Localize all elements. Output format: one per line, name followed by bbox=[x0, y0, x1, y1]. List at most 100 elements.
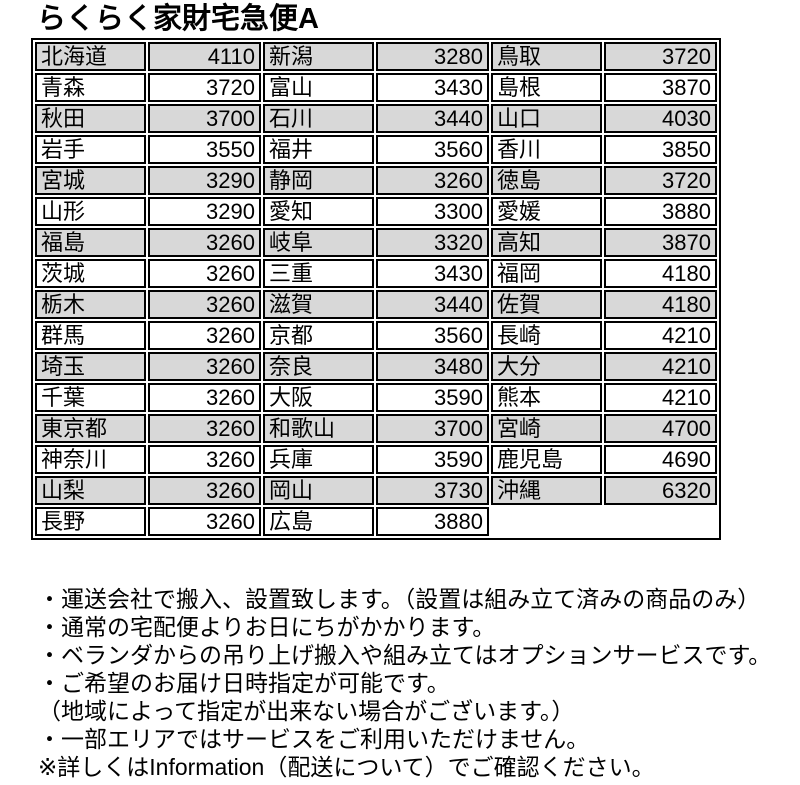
prefecture-cell: 広島 bbox=[263, 507, 374, 536]
prefecture-cell: 鹿児島 bbox=[491, 445, 602, 474]
shipping-fee-table: 北海道 4110 新潟 3280 鳥取 3720 青森 3720 富山 3430 島根 3870 秋田 3… bbox=[31, 38, 721, 540]
table-row: 千葉 3260 大阪 3590 熊本 4210 bbox=[35, 383, 717, 412]
prefecture-cell: 岩手 bbox=[35, 135, 146, 164]
prefecture-cell: 宮城 bbox=[35, 166, 146, 195]
price-cell: 3430 bbox=[376, 259, 489, 288]
price-cell: 3260 bbox=[148, 228, 261, 257]
prefecture-cell: 東京都 bbox=[35, 414, 146, 443]
price-cell: 3560 bbox=[376, 135, 489, 164]
price-cell: 3260 bbox=[148, 507, 261, 536]
price-cell: 3260 bbox=[148, 383, 261, 412]
price-cell: 3300 bbox=[376, 197, 489, 226]
prefecture-cell: 山形 bbox=[35, 197, 146, 226]
prefecture-cell: 沖縄 bbox=[491, 476, 602, 505]
note-line: ・運送会社で搬入、設置致します。（設置は組み立て済みの商品のみ） bbox=[38, 586, 761, 612]
price-cell: 3320 bbox=[376, 228, 489, 257]
price-cell: 4030 bbox=[604, 104, 717, 133]
prefecture-cell: 佐賀 bbox=[491, 290, 602, 319]
price-cell: 3880 bbox=[376, 507, 489, 536]
prefecture-cell: 石川 bbox=[263, 104, 374, 133]
price-cell: 4110 bbox=[148, 42, 261, 71]
table-row: 群馬 3260 京都 3560 長崎 4210 bbox=[35, 321, 717, 350]
prefecture-cell: 三重 bbox=[263, 259, 374, 288]
prefecture-cell: 神奈川 bbox=[35, 445, 146, 474]
prefecture-cell: 新潟 bbox=[263, 42, 374, 71]
price-cell: 3440 bbox=[376, 104, 489, 133]
prefecture-cell: 静岡 bbox=[263, 166, 374, 195]
price-cell: 3260 bbox=[148, 352, 261, 381]
table-row: 宮城 3290 静岡 3260 徳島 3720 bbox=[35, 166, 717, 195]
table-row: 神奈川 3260 兵庫 3590 鹿児島 4690 bbox=[35, 445, 717, 474]
price-cell: 3290 bbox=[148, 197, 261, 226]
note-line: ・ベランダからの吊り上げ搬入や組み立てはオプションサービスです。 bbox=[38, 642, 772, 668]
price-cell: 3730 bbox=[376, 476, 489, 505]
prefecture-cell: 茨城 bbox=[35, 259, 146, 288]
table-row: 栃木 3260 滋賀 3440 佐賀 4180 bbox=[35, 290, 717, 319]
price-cell: 4180 bbox=[604, 259, 717, 288]
price-cell: 4700 bbox=[604, 414, 717, 443]
table-row: 青森 3720 富山 3430 島根 3870 bbox=[35, 73, 717, 102]
price-cell: 3700 bbox=[376, 414, 489, 443]
price-cell: 3720 bbox=[604, 166, 717, 195]
price-cell: 3260 bbox=[148, 290, 261, 319]
prefecture-cell: 宮崎 bbox=[491, 414, 602, 443]
note-line: ※詳しくはInformation（配送について）でご確認ください。 bbox=[38, 754, 655, 780]
prefecture-cell: 岡山 bbox=[263, 476, 374, 505]
prefecture-cell: 愛知 bbox=[263, 197, 374, 226]
price-cell: 3260 bbox=[148, 321, 261, 350]
prefecture-cell: 和歌山 bbox=[263, 414, 374, 443]
table-row: 福島 3260 岐阜 3320 高知 3870 bbox=[35, 228, 717, 257]
note-line: ・通常の宅配便よりお日にちがかかります。 bbox=[38, 614, 496, 640]
price-cell: 4210 bbox=[604, 383, 717, 412]
price-cell: 3440 bbox=[376, 290, 489, 319]
price-cell: 3590 bbox=[376, 445, 489, 474]
prefecture-cell: 滋賀 bbox=[263, 290, 374, 319]
price-cell: 3870 bbox=[604, 73, 717, 102]
price-cell: 6320 bbox=[604, 476, 717, 505]
price-cell: 4210 bbox=[604, 352, 717, 381]
prefecture-cell: 香川 bbox=[491, 135, 602, 164]
prefecture-cell: 大阪 bbox=[263, 383, 374, 412]
prefecture-cell: 千葉 bbox=[35, 383, 146, 412]
price-cell: 3280 bbox=[376, 42, 489, 71]
notes-section: ・運送会社で搬入、設置致します。（設置は組み立て済みの商品のみ） ・通常の宅配便… bbox=[38, 585, 800, 781]
note-line: ・一部エリアではサービスをご利用いただけません。 bbox=[38, 726, 590, 752]
shipping-table-body: 北海道 4110 新潟 3280 鳥取 3720 青森 3720 富山 3430 島根 3870 秋田 3… bbox=[35, 42, 717, 536]
price-cell: 3720 bbox=[604, 42, 717, 71]
price-cell: 3880 bbox=[604, 197, 717, 226]
prefecture-cell: 島根 bbox=[491, 73, 602, 102]
table-row: 山形 3290 愛知 3300 愛媛 3880 bbox=[35, 197, 717, 226]
price-cell: 3700 bbox=[148, 104, 261, 133]
table-row: 岩手 3550 福井 3560 香川 3850 bbox=[35, 135, 717, 164]
price-cell: 3720 bbox=[148, 73, 261, 102]
price-cell: 3590 bbox=[376, 383, 489, 412]
price-cell: 3290 bbox=[148, 166, 261, 195]
table-row: 長野 3260 広島 3880 bbox=[35, 507, 717, 536]
prefecture-cell: 福島 bbox=[35, 228, 146, 257]
prefecture-cell: 熊本 bbox=[491, 383, 602, 412]
prefecture-cell: 山梨 bbox=[35, 476, 146, 505]
prefecture-cell: 青森 bbox=[35, 73, 146, 102]
price-cell: 3550 bbox=[148, 135, 261, 164]
table-row: 東京都 3260 和歌山 3700 宮崎 4700 bbox=[35, 414, 717, 443]
price-cell: 4210 bbox=[604, 321, 717, 350]
prefecture-cell: 富山 bbox=[263, 73, 374, 102]
page-title: らくらく家財宅急便A bbox=[37, 3, 319, 35]
price-cell: 3260 bbox=[148, 476, 261, 505]
note-line: （地域によって指定が出来ない場合がございます。） bbox=[38, 698, 575, 724]
price-cell: 3480 bbox=[376, 352, 489, 381]
price-cell: 3260 bbox=[376, 166, 489, 195]
prefecture-cell: 兵庫 bbox=[263, 445, 374, 474]
price-cell: 3260 bbox=[148, 259, 261, 288]
table-row: 秋田 3700 石川 3440 山口 4030 bbox=[35, 104, 717, 133]
prefecture-cell: 福岡 bbox=[491, 259, 602, 288]
table-row: 茨城 3260 三重 3430 福岡 4180 bbox=[35, 259, 717, 288]
price-cell: 4180 bbox=[604, 290, 717, 319]
prefecture-cell: 徳島 bbox=[491, 166, 602, 195]
prefecture-cell: 群馬 bbox=[35, 321, 146, 350]
price-cell: 3260 bbox=[148, 445, 261, 474]
prefecture-cell: 長崎 bbox=[491, 321, 602, 350]
price-cell: 4690 bbox=[604, 445, 717, 474]
price-cell: 3870 bbox=[604, 228, 717, 257]
prefecture-cell: 北海道 bbox=[35, 42, 146, 71]
